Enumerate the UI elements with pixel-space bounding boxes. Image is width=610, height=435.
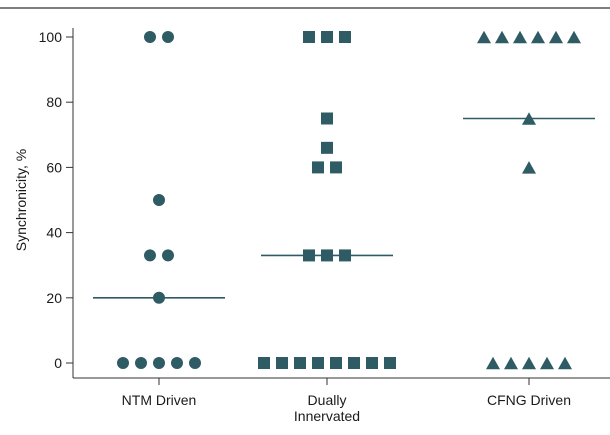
data-point-triangle — [531, 30, 545, 44]
y-tick-label: 60 — [46, 159, 62, 175]
data-point-triangle — [495, 30, 509, 44]
data-point-circle — [117, 357, 129, 369]
data-point-square — [303, 31, 315, 43]
data-point-triangle — [522, 112, 536, 125]
x-category-label: NTM Driven — [122, 392, 197, 408]
data-point-square — [312, 161, 324, 174]
median-lines — [93, 117, 595, 299]
data-point-square — [384, 357, 396, 369]
data-point-square — [339, 31, 351, 43]
y-tick-label: 40 — [46, 225, 62, 241]
data-point-triangle — [522, 356, 536, 370]
data-point-circle — [162, 249, 174, 262]
data-point-triangle — [477, 30, 491, 44]
data-point-circle — [144, 249, 156, 262]
data-point-circle — [135, 357, 147, 369]
data-point-square — [294, 357, 306, 369]
y-tick-label: 20 — [46, 290, 62, 306]
data-point-triangle — [549, 30, 563, 44]
data-point-square — [258, 357, 270, 369]
data-point-square — [303, 249, 315, 262]
data-point-square — [312, 357, 324, 369]
data-point-triangle — [540, 356, 554, 370]
y-tick-label: 0 — [54, 355, 62, 371]
x-category-label: Dually — [308, 392, 347, 408]
data-point-square — [339, 249, 351, 262]
data-point-square — [276, 357, 288, 369]
data-points — [117, 30, 581, 370]
data-point-triangle — [558, 356, 572, 370]
data-point-triangle — [504, 356, 518, 370]
data-point-square — [321, 249, 333, 262]
data-point-circle — [153, 357, 165, 369]
data-point-circle — [189, 357, 201, 369]
data-point-triangle — [522, 161, 536, 174]
data-point-square — [330, 161, 342, 174]
data-point-square — [321, 112, 333, 125]
data-point-circle — [153, 194, 165, 206]
data-point-square — [321, 31, 333, 43]
data-point-square — [330, 357, 342, 369]
data-point-circle — [171, 357, 183, 369]
data-point-square — [348, 357, 360, 369]
y-axis-title: Synchronicity, % — [13, 149, 29, 251]
y-tick-label: 80 — [46, 94, 62, 110]
x-category-label: Innervated — [294, 408, 360, 424]
y-tick-label: 100 — [39, 29, 63, 45]
data-point-circle — [162, 31, 174, 43]
data-point-square — [366, 357, 378, 369]
data-point-triangle — [486, 356, 500, 370]
data-point-triangle — [567, 30, 581, 44]
data-point-circle — [153, 291, 165, 304]
data-point-square — [321, 141, 333, 154]
data-point-triangle — [513, 30, 527, 44]
x-category-label: CFNG Driven — [487, 392, 571, 408]
y-ticks: 0 20 40 60 80 100 — [39, 29, 73, 371]
data-point-circle — [144, 31, 156, 43]
